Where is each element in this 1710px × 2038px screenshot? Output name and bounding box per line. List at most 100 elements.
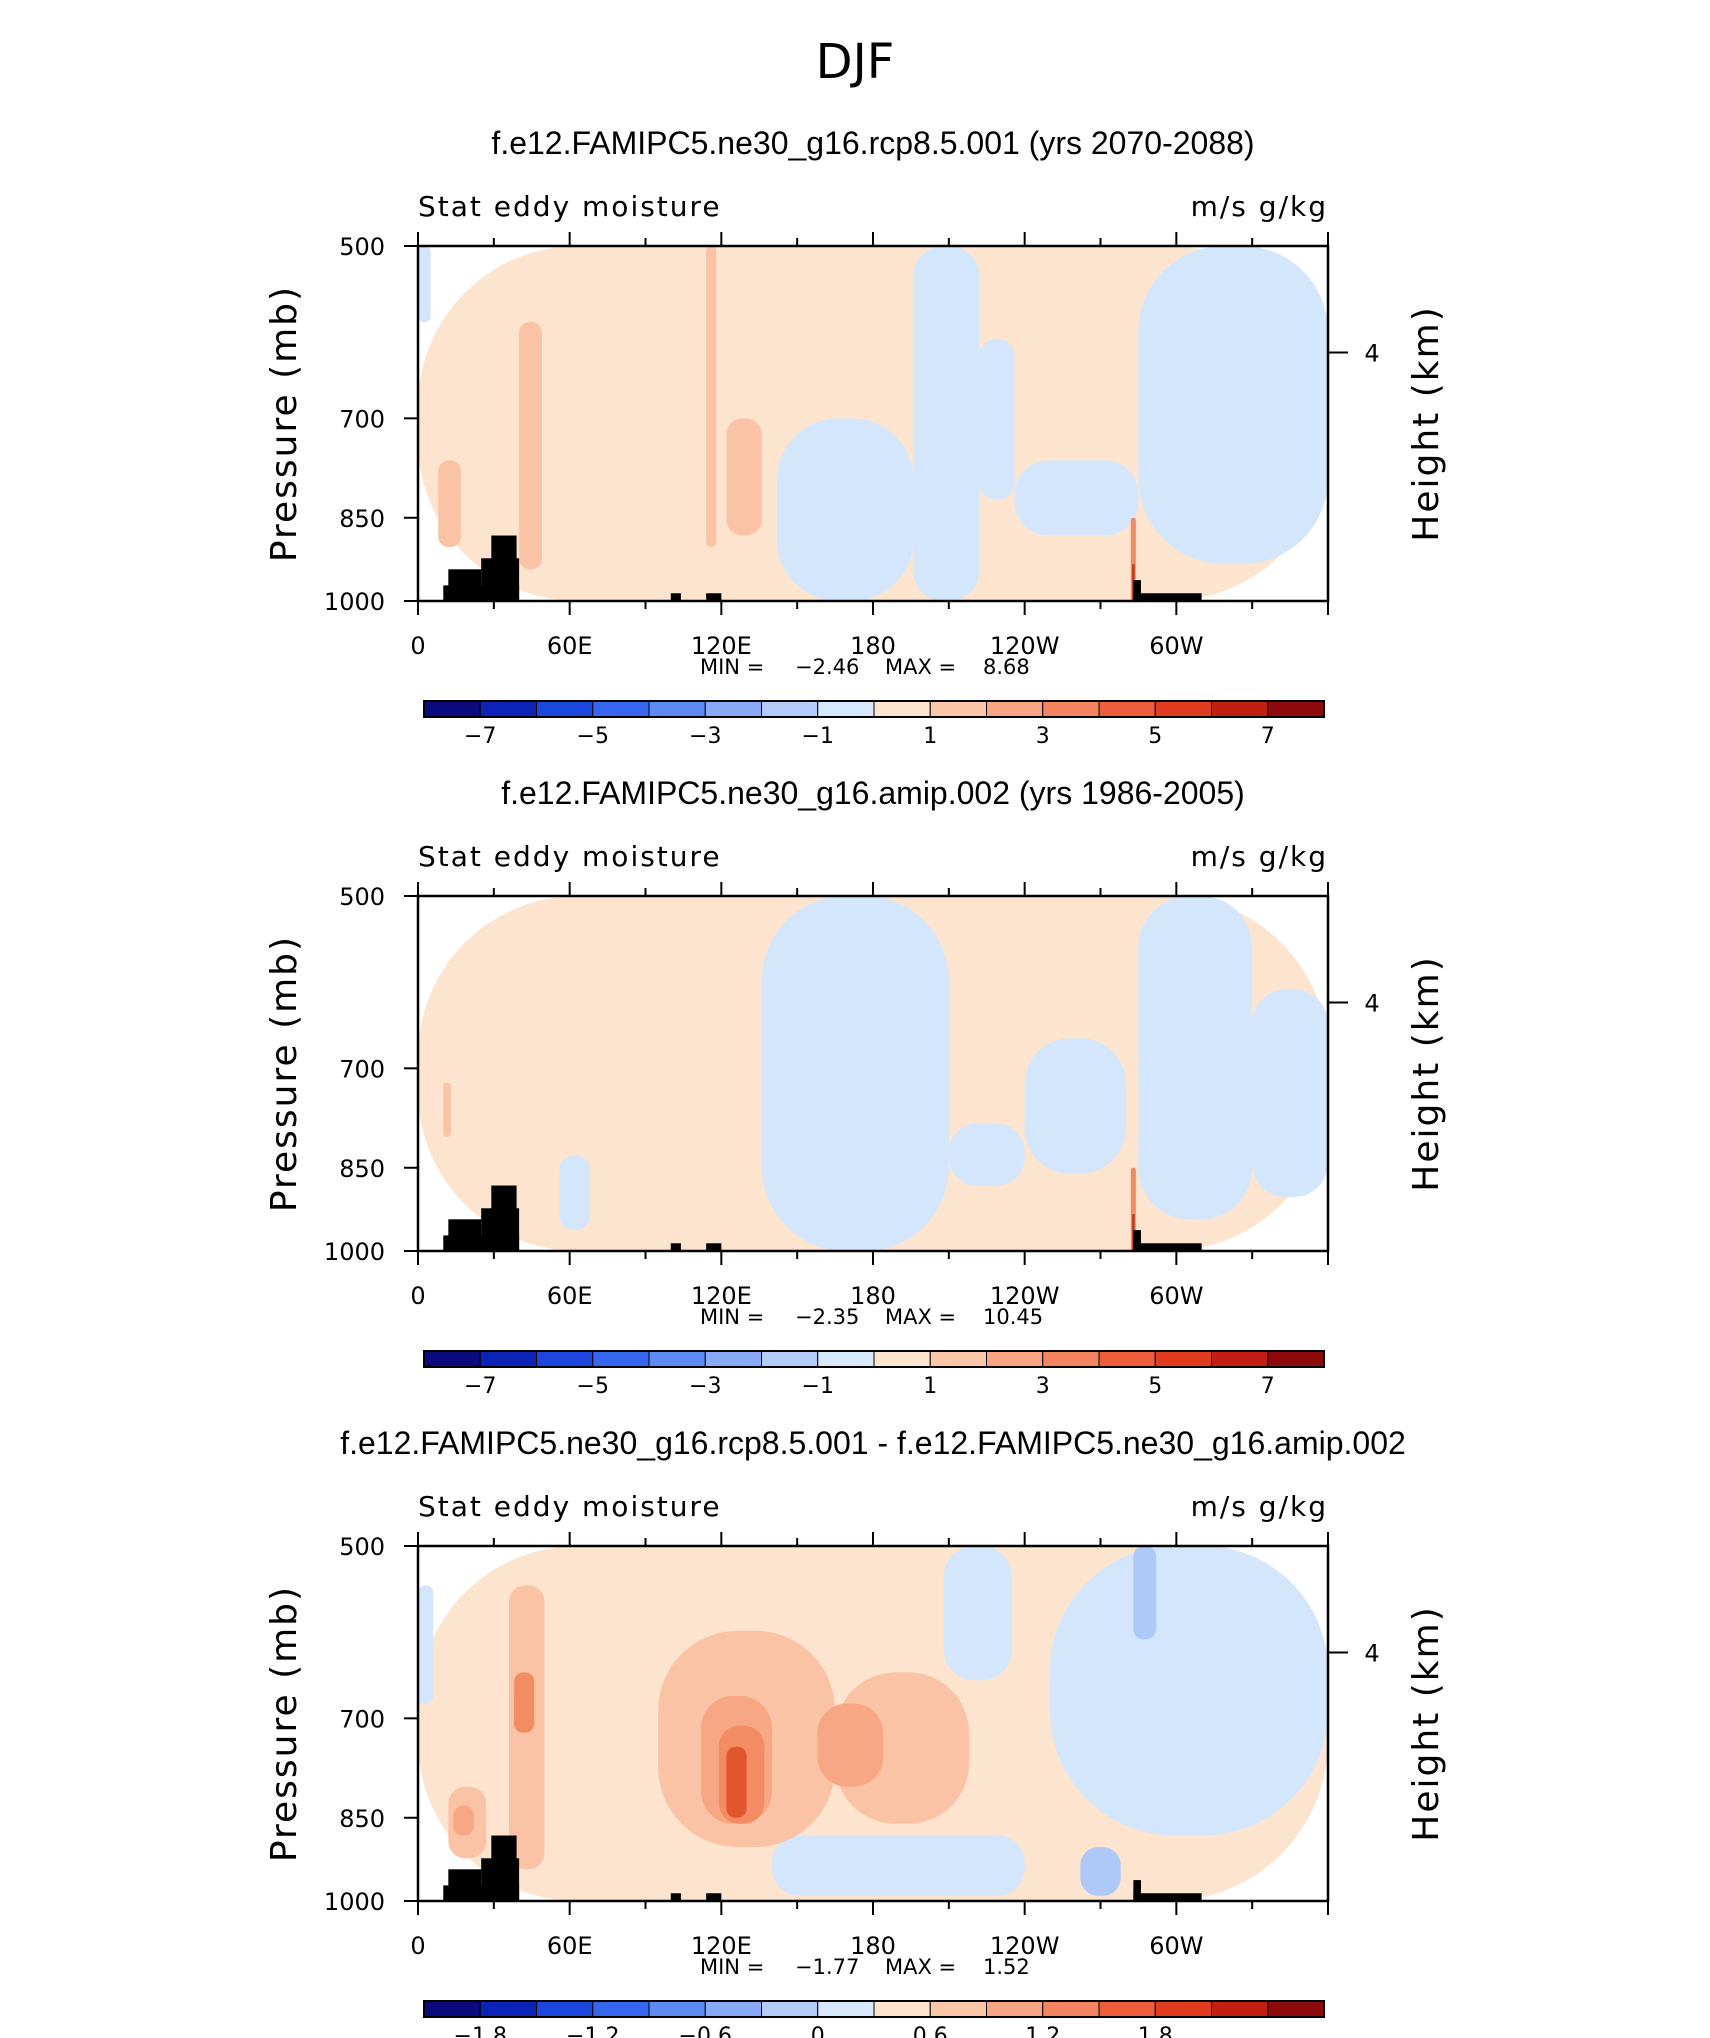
colorbar-box	[1267, 1350, 1325, 1368]
terrain-block	[1133, 1230, 1141, 1251]
terrain-block	[1133, 580, 1141, 601]
colorbar-box	[761, 700, 819, 718]
contour-region	[979, 339, 1015, 500]
contour-region	[1138, 246, 1328, 564]
colorbar-tick-label: −1.2	[566, 2024, 619, 2038]
contour-region	[706, 246, 717, 548]
y-tick-label: 500	[339, 1533, 385, 1561]
height-tick-label: 4	[1364, 1640, 1379, 1668]
contour-region	[1133, 1546, 1157, 1640]
colorbar-box	[817, 700, 875, 718]
min-value: −1.77	[795, 1955, 859, 1979]
panel-title: f.e12.FAMIPC5.ne30_g16.rcp8.5.001 - f.e1…	[340, 1425, 1406, 1461]
colorbar-box	[761, 1350, 819, 1368]
y-tick-label: 700	[339, 1055, 385, 1083]
colorbar-box	[1267, 2000, 1325, 2018]
min-value: −2.46	[795, 655, 859, 679]
x-tick-label: 60W	[1149, 632, 1203, 660]
left-label: Stat eddy moisture	[418, 1490, 722, 1523]
terrain-block	[448, 1219, 482, 1251]
colorbar-tick-label: 1	[923, 724, 937, 749]
contour-region	[1252, 989, 1328, 1198]
x-tick-label: 180	[850, 1282, 896, 1310]
y-axis-title-right: Height (km)	[1406, 1605, 1447, 1841]
y-axis-title-right: Height (km)	[1406, 305, 1447, 541]
panel-2: f.e12.FAMIPC5.ne30_g16.amip.002 (yrs 198…	[264, 775, 1447, 1399]
contour-region	[943, 1546, 1013, 1681]
x-tick-label: 120W	[990, 1282, 1060, 1310]
x-tick-label: 180	[850, 632, 896, 660]
contour-region	[1024, 1038, 1126, 1174]
colorbar-box	[648, 2000, 706, 2018]
max-value: 10.45	[983, 1305, 1043, 1329]
colorbar-box	[1098, 700, 1156, 718]
colorbar-frame	[423, 2000, 1325, 2018]
x-tick-label: 120E	[691, 1932, 752, 1960]
colorbar-tick-label: 5	[1148, 724, 1162, 749]
colorbar-box	[1211, 700, 1269, 718]
x-tick-label: 120W	[990, 632, 1060, 660]
x-tick-label: 60E	[547, 1282, 593, 1310]
terrain-block	[1133, 593, 1202, 601]
right-label: m/s g/kg	[1191, 1490, 1328, 1523]
terrain-block	[1133, 1893, 1202, 1901]
colorbar-tick-label: 3	[1036, 724, 1050, 749]
terrain-block	[706, 1243, 722, 1251]
colorbar-box	[929, 700, 987, 718]
colorbar-box	[1154, 2000, 1212, 2018]
contour-region	[913, 246, 980, 601]
colorbar-box	[1098, 2000, 1156, 2018]
contour-region	[443, 1082, 451, 1137]
contour-region	[418, 246, 431, 323]
colorbar-box	[929, 2000, 987, 2018]
max-value: 1.52	[983, 1955, 1030, 1979]
colorbar-box	[986, 2000, 1044, 2018]
x-tick-label: 60W	[1149, 1282, 1203, 1310]
colorbar-tick-label: −1	[802, 724, 834, 749]
colorbar-box	[1042, 700, 1100, 718]
max-label: MAX =	[885, 1305, 956, 1329]
colorbar-tick-label: −7	[464, 1374, 496, 1399]
terrain-block	[491, 1185, 517, 1251]
terrain-block	[1133, 1880, 1141, 1901]
colorbar-tick-label: 7	[1261, 724, 1275, 749]
colorbar-box	[648, 1350, 706, 1368]
y-tick-label: 500	[339, 883, 385, 911]
contour-region	[726, 1746, 747, 1818]
colorbar-tick-label: −3	[689, 724, 721, 749]
x-tick-label: 60E	[547, 1932, 593, 1960]
contour-region	[726, 418, 762, 536]
colorbar-box	[423, 2000, 481, 2018]
colorbar-box	[592, 2000, 650, 2018]
y-tick-label: 700	[339, 1705, 385, 1733]
y-tick-label: 850	[339, 1155, 385, 1183]
terrain-block	[448, 1869, 482, 1901]
min-value: −2.35	[795, 1305, 859, 1329]
colorbar-tick-label: −7	[464, 724, 496, 749]
y-tick-label: 500	[339, 233, 385, 261]
colorbar-box	[929, 1350, 987, 1368]
contour-region	[771, 1835, 1025, 1896]
colorbar-box	[817, 1350, 875, 1368]
contour-region	[559, 1155, 590, 1231]
height-tick-label: 4	[1364, 990, 1379, 1018]
x-tick-label: 120E	[691, 1282, 752, 1310]
colorbar-box	[704, 1350, 762, 1368]
colorbar-box	[479, 2000, 537, 2018]
colorbar-tick-label: −5	[577, 724, 609, 749]
contour-region	[761, 896, 949, 1251]
colorbar-box	[536, 2000, 594, 2018]
y-axis-title: Pressure (mb)	[264, 1585, 305, 1862]
contour-region	[1049, 1546, 1328, 1836]
y-tick-label: 1000	[324, 1238, 385, 1266]
terrain-block	[706, 1893, 722, 1901]
colorbar-tick-label: 1.8	[1138, 2024, 1173, 2038]
y-tick-label: 850	[339, 505, 385, 533]
y-tick-label: 700	[339, 405, 385, 433]
colorbar-tick-label: −1.8	[454, 2024, 507, 2038]
contour-region	[817, 1703, 884, 1787]
colorbar-box	[704, 700, 762, 718]
colorbar-box	[986, 700, 1044, 718]
panel-title: f.e12.FAMIPC5.ne30_g16.rcp8.5.001 (yrs 2…	[491, 125, 1254, 161]
